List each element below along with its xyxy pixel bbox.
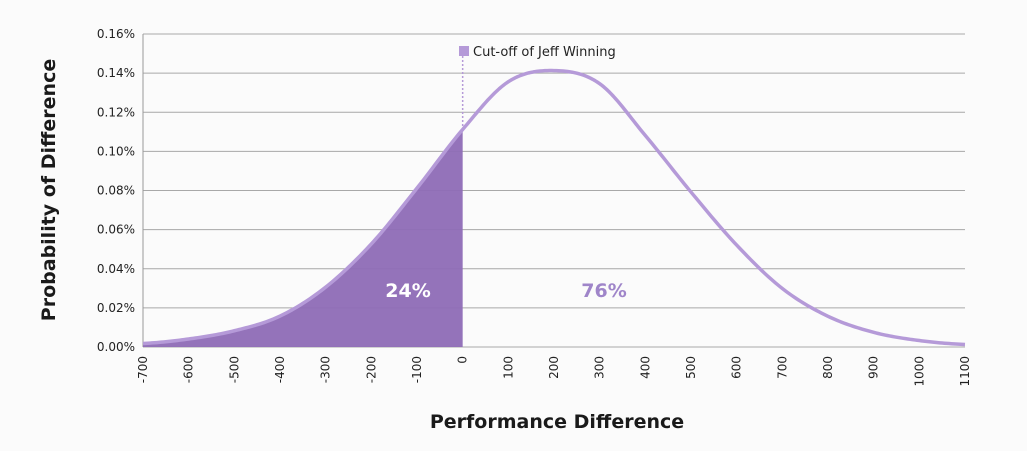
x-tick-label: 100: [501, 356, 515, 379]
y-tick-label: 0.02%: [97, 301, 135, 315]
y-tick-label: 0.12%: [97, 105, 135, 119]
y-tick-label: 0.00%: [97, 340, 135, 354]
x-tick-label: -500: [227, 356, 241, 383]
fill-area-layer: [143, 52, 464, 347]
x-tick-label: -400: [273, 356, 287, 383]
x-tick-label: 800: [821, 356, 835, 379]
x-tick-label: -700: [136, 356, 150, 383]
y-tick-labels: 0.00% 0.02% 0.04% 0.06% 0.08% 0.10% 0.12% 0.14%…: [97, 27, 135, 354]
x-tick-label: 0: [456, 356, 470, 364]
annotation-left-percent: 24%: [385, 280, 430, 302]
y-tick-label: 0.04%: [97, 262, 135, 276]
fill-area-left: [143, 129, 463, 347]
x-tick-labels: -700 -600 -500 -400 -300 -200 -100 0 100 200 300 40…: [136, 356, 972, 387]
y-tick-label: 0.14%: [97, 66, 135, 80]
legend-swatch: [459, 46, 469, 56]
x-tick-label: 1100: [958, 356, 972, 387]
x-tick-label: 600: [730, 356, 744, 379]
legend-label: Cut-off of Jeff Winning: [473, 45, 616, 60]
x-tick-label: 400: [638, 356, 652, 379]
legend: Cut-off of Jeff Winning: [459, 45, 616, 60]
x-tick-label: 1000: [912, 356, 926, 387]
x-tick-label: 200: [547, 356, 561, 379]
annotation-right-percent: 76%: [581, 280, 626, 302]
x-tick-label: 900: [867, 356, 881, 379]
y-axis-title: Probability of Difference: [38, 59, 60, 321]
x-tick-label: 300: [593, 356, 607, 379]
y-tick-label: 0.08%: [97, 184, 135, 198]
x-tick-label: -300: [319, 356, 333, 383]
curve-layer: [142, 68, 966, 347]
x-tick-label: -200: [364, 356, 378, 383]
x-tick-label: -600: [182, 356, 196, 383]
y-tick-label: 0.16%: [97, 27, 135, 41]
y-tick-label: 0.06%: [97, 223, 135, 237]
grid-lines: [142, 33, 965, 348]
y-tick-label: 0.10%: [97, 144, 135, 158]
x-tick-label: 700: [775, 356, 789, 379]
x-axis-title: Performance Difference: [430, 411, 684, 433]
x-tick-label: -100: [410, 356, 424, 383]
x-tick-label: 500: [684, 356, 698, 379]
series-line: [142, 68, 966, 347]
annotations: 24% 76%: [385, 280, 626, 302]
